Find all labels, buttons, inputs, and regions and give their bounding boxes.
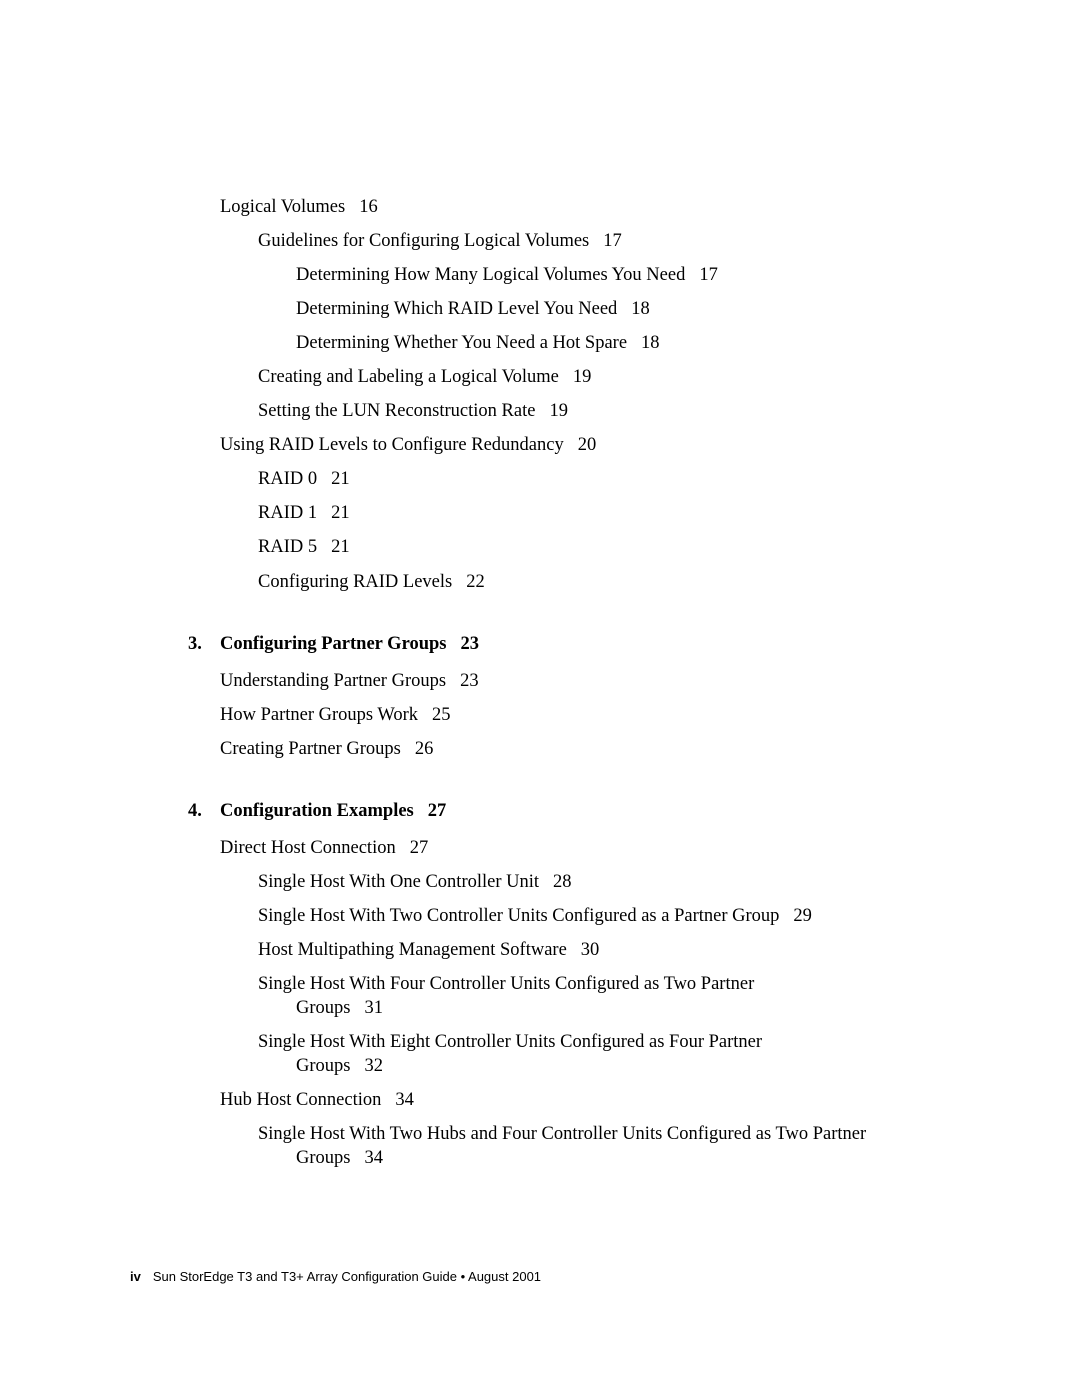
toc-page-ref: 32 xyxy=(364,1056,383,1076)
toc-page-ref: 22 xyxy=(466,572,485,592)
toc-entry: Guidelines for Configuring Logical Volum… xyxy=(258,229,950,253)
toc-entry: Determining Which RAID Level You Need 18 xyxy=(296,297,950,321)
chapter-number: 3. xyxy=(188,634,220,655)
toc-entry: Single Host With Four Controller Units C… xyxy=(258,972,950,1020)
toc-title: How Partner Groups Work xyxy=(220,705,418,725)
toc-continuation: Logical Volumes 16 Guidelines for Configu… xyxy=(130,195,950,594)
toc-title: Creating Partner Groups xyxy=(220,739,401,759)
toc-title: RAID 1 xyxy=(258,503,317,523)
chapter-title: Configuring Partner Groups23 xyxy=(220,634,479,655)
toc-page-ref: 16 xyxy=(359,197,378,217)
toc-title-wrap: Groups32 xyxy=(258,1054,950,1078)
chapter-title: Configuration Examples27 xyxy=(220,801,446,822)
toc-page-ref: 18 xyxy=(631,299,650,319)
toc-entry: Single Host With One Controller Unit 28 xyxy=(258,870,950,894)
toc-title: Determining How Many Logical Volumes You… xyxy=(296,265,685,285)
toc-title: Direct Host Connection xyxy=(220,838,396,858)
toc-entry: Configuring RAID Levels 22 xyxy=(258,570,950,594)
toc-page-ref: 23 xyxy=(460,671,479,691)
toc-entry: Using RAID Levels to Configure Redundanc… xyxy=(220,433,950,457)
toc-title: Using RAID Levels to Configure Redundanc… xyxy=(220,435,564,455)
toc-title: RAID 5 xyxy=(258,537,317,557)
toc-page-ref: 21 xyxy=(331,469,350,489)
toc-entry: How Partner Groups Work 25 xyxy=(220,703,950,727)
toc-title: Single Host With Eight Controller Units … xyxy=(258,1032,762,1052)
toc-page-ref: 21 xyxy=(331,503,350,523)
toc-page-ref: 28 xyxy=(553,872,572,892)
toc-entry: Hub Host Connection 34 xyxy=(220,1088,950,1112)
toc-entry: Direct Host Connection 27 xyxy=(220,836,950,860)
toc-title: Creating and Labeling a Logical Volume xyxy=(258,367,559,387)
toc-entry: Single Host With Eight Controller Units … xyxy=(258,1030,950,1078)
toc-title-wrap: Groups31 xyxy=(258,996,950,1020)
toc-title: Determining Which RAID Level You Need xyxy=(296,299,617,319)
toc-title: Determining Whether You Need a Hot Spare xyxy=(296,333,627,353)
toc-entry: RAID 0 21 xyxy=(258,467,950,491)
toc-entry: Understanding Partner Groups 23 xyxy=(220,669,950,693)
toc-entry: Setting the LUN Reconstruction Rate 19 xyxy=(258,399,950,423)
chapter-heading: 3. Configuring Partner Groups23 xyxy=(188,634,950,655)
toc-page-ref: 18 xyxy=(641,333,660,353)
toc-title-wrap: Groups34 xyxy=(258,1146,950,1170)
toc-title: Single Host With Two Controller Units Co… xyxy=(258,906,779,926)
toc-page-ref: 34 xyxy=(364,1148,383,1168)
toc-page-ref: 34 xyxy=(395,1090,414,1110)
chapter-entries: Direct Host Connection 27 Single Host Wit… xyxy=(130,836,950,1171)
toc-title: RAID 0 xyxy=(258,469,317,489)
toc-title: Guidelines for Configuring Logical Volum… xyxy=(258,231,589,251)
toc-page-ref: 27 xyxy=(410,838,429,858)
toc-entry: Creating Partner Groups 26 xyxy=(220,737,950,761)
toc-entry: RAID 1 21 xyxy=(258,501,950,525)
page-footer: iv Sun StorEdge T3 and T3+ Array Configur… xyxy=(130,1269,541,1284)
toc-entry: Determining How Many Logical Volumes You… xyxy=(296,263,950,287)
chapter-number: 4. xyxy=(188,801,220,822)
toc-page: Logical Volumes 16 Guidelines for Configu… xyxy=(0,0,1080,1397)
toc-page-ref: 30 xyxy=(581,940,600,960)
toc-title: Configuring RAID Levels xyxy=(258,572,452,592)
toc-page-ref: 21 xyxy=(331,537,350,557)
footer-page-number: iv xyxy=(130,1269,141,1284)
toc-page-ref: 17 xyxy=(603,231,622,251)
chapter-heading: 4. Configuration Examples27 xyxy=(188,801,950,822)
toc-page-ref: 26 xyxy=(415,739,434,759)
toc-entry: RAID 5 21 xyxy=(258,535,950,559)
toc-title: Host Multipathing Management Software xyxy=(258,940,567,960)
toc-page-ref: 20 xyxy=(578,435,597,455)
toc-page-ref: 25 xyxy=(432,705,451,725)
toc-page-ref: 19 xyxy=(549,401,568,421)
toc-title: Understanding Partner Groups xyxy=(220,671,446,691)
chapter-entries: Understanding Partner Groups 23 How Partn… xyxy=(130,669,950,761)
footer-text: Sun StorEdge T3 and T3+ Array Configurat… xyxy=(153,1269,541,1284)
toc-title: Logical Volumes xyxy=(220,197,345,217)
toc-title: Single Host With Four Controller Units C… xyxy=(258,974,754,994)
toc-page-ref: 19 xyxy=(573,367,592,387)
toc-page-ref: 29 xyxy=(793,906,812,926)
toc-entry: Determining Whether You Need a Hot Spare… xyxy=(296,331,950,355)
toc-entry: Creating and Labeling a Logical Volume 19 xyxy=(258,365,950,389)
toc-title: Setting the LUN Reconstruction Rate xyxy=(258,401,535,421)
toc-entry: Host Multipathing Management Software 30 xyxy=(258,938,950,962)
toc-entry: Single Host With Two Hubs and Four Contr… xyxy=(258,1122,950,1170)
toc-entry: Single Host With Two Controller Units Co… xyxy=(258,904,950,928)
toc-page-ref: 31 xyxy=(364,998,383,1018)
toc-title: Hub Host Connection xyxy=(220,1090,381,1110)
toc-entry: Logical Volumes 16 xyxy=(220,195,950,219)
toc-title: Single Host With Two Hubs and Four Contr… xyxy=(258,1124,866,1144)
toc-title: Single Host With One Controller Unit xyxy=(258,872,539,892)
toc-page-ref: 17 xyxy=(699,265,718,285)
